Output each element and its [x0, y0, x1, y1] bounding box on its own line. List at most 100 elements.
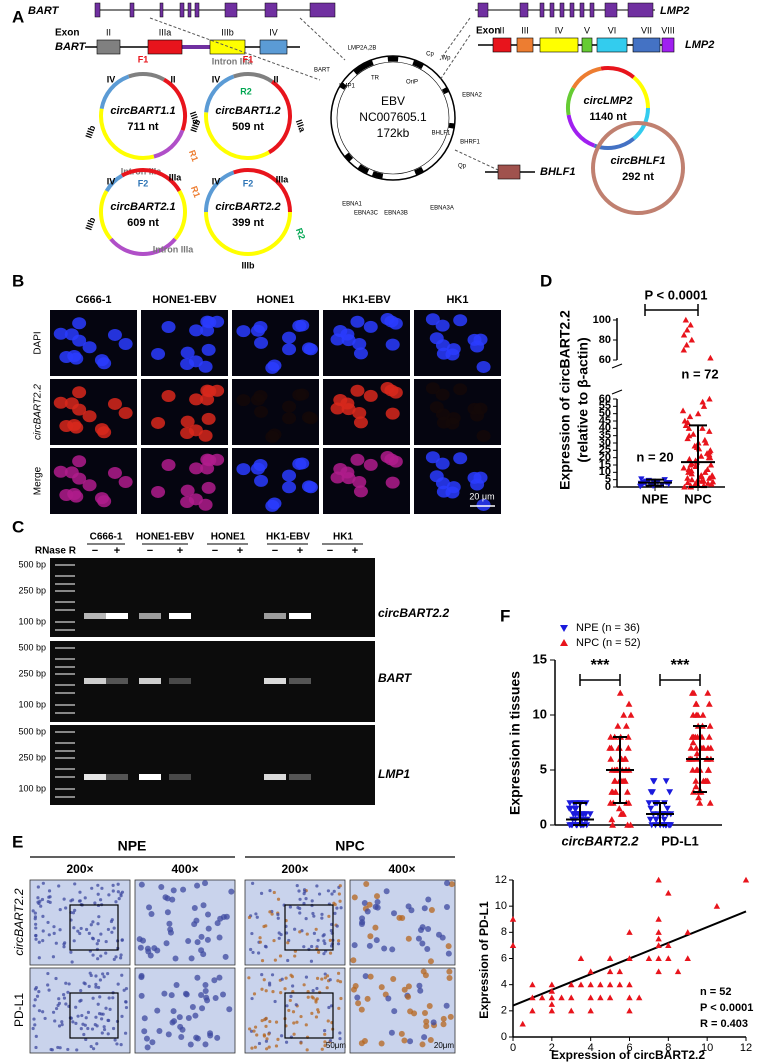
nucleus: [58, 928, 62, 932]
nucleus: [424, 945, 431, 952]
nucleus: [374, 898, 381, 905]
cell: [350, 384, 365, 397]
zoom-box: [284, 904, 334, 951]
nucleus: [156, 1027, 163, 1034]
column-label: HONE1: [257, 294, 295, 306]
nucleus: [198, 991, 205, 998]
nucleus: [69, 950, 73, 954]
nucleus: [66, 1047, 70, 1052]
nucleus: [79, 926, 83, 931]
nucleus: [256, 951, 261, 955]
genome-gene: BHRF1: [460, 140, 480, 146]
nucleus: [205, 911, 212, 918]
nucleus: [220, 914, 227, 921]
nucleus: [107, 996, 111, 1000]
nucleus: [337, 1006, 341, 1010]
data-point: [620, 711, 628, 718]
ladder-band: [55, 776, 75, 778]
cell: [201, 412, 216, 425]
exon-block: [549, 2, 555, 18]
y-axis-label: Expression of PD-L1: [477, 901, 491, 1019]
gel-band: [169, 613, 191, 619]
nucleus: [49, 1047, 53, 1052]
exon: [632, 37, 661, 53]
exon: [96, 39, 121, 55]
data-point: [565, 805, 573, 812]
nucleus: [407, 1038, 414, 1045]
x-tick-label: NPE: [642, 491, 669, 506]
data-point: [709, 478, 717, 485]
nucleus: [298, 911, 302, 915]
cell: [72, 317, 87, 330]
nucleus: [31, 1026, 35, 1031]
nucleus: [108, 1007, 112, 1011]
nucleus: [274, 1044, 279, 1048]
genome-gene: LMP1: [339, 84, 355, 90]
cell: [210, 384, 225, 397]
nucleus: [251, 881, 255, 885]
panel-label: D: [540, 271, 552, 290]
nucleus: [310, 899, 314, 903]
legend-marker: [560, 625, 568, 632]
nucleus: [396, 914, 403, 921]
nucleus: [60, 1023, 64, 1027]
nucleus: [249, 1029, 254, 1033]
nucleus: [76, 929, 80, 933]
gene-label: LMP2: [685, 39, 714, 51]
nucleus: [274, 1020, 279, 1024]
nucleus: [32, 1004, 36, 1008]
nucleus: [323, 1028, 327, 1033]
circle-segment: [339, 82, 347, 90]
data-point: [689, 711, 697, 718]
exon-block: [194, 2, 200, 18]
data-point: [548, 988, 556, 994]
nucleus: [303, 889, 307, 894]
nucleus: [194, 1035, 201, 1042]
nucleus: [287, 1008, 291, 1013]
circ-name: circBART1.2: [215, 105, 280, 117]
ladder-label: 100 bp: [18, 699, 46, 709]
nucleus: [106, 927, 110, 932]
column-label: HK1: [446, 294, 468, 306]
cell: [254, 405, 269, 418]
ladder-band: [55, 647, 75, 649]
data-point: [582, 811, 590, 818]
treatment-title: RNase R: [35, 546, 77, 557]
ihc-image: [349, 879, 456, 966]
data-point: [548, 1007, 556, 1014]
nucleus: [74, 1021, 78, 1025]
nucleus: [390, 976, 397, 983]
nucleus: [426, 1003, 433, 1010]
nucleus: [60, 1020, 64, 1024]
nucleus: [359, 919, 366, 926]
nucleus: [288, 905, 293, 909]
nucleus: [191, 905, 198, 912]
nucleus: [271, 990, 275, 994]
nucleus: [284, 976, 288, 980]
nucleus: [57, 1024, 62, 1028]
circle-segment: [267, 79, 292, 155]
nucleus: [443, 1002, 450, 1009]
nucleus: [47, 889, 52, 893]
x-tick-label: 4: [588, 1042, 594, 1054]
nucleus: [78, 931, 82, 936]
nucleus: [389, 946, 396, 953]
nucleus: [268, 1019, 272, 1024]
nucleus: [262, 1033, 266, 1037]
nucleus: [305, 932, 309, 936]
nucleus: [104, 1006, 108, 1010]
data-point: [647, 789, 655, 796]
cell: [59, 420, 74, 433]
x-tick-label: 6: [626, 1042, 632, 1054]
legend-label: NPC (n = 52): [576, 637, 641, 649]
cell: [94, 492, 109, 505]
data-point: [624, 744, 632, 751]
treatment: +: [237, 545, 243, 557]
circ-annotation: II: [170, 74, 175, 84]
nucleus: [137, 944, 144, 951]
data-point: [645, 800, 653, 807]
data-point: [529, 981, 536, 988]
data-point: [622, 722, 630, 729]
nucleus: [280, 977, 284, 981]
gel-band: [264, 774, 286, 780]
